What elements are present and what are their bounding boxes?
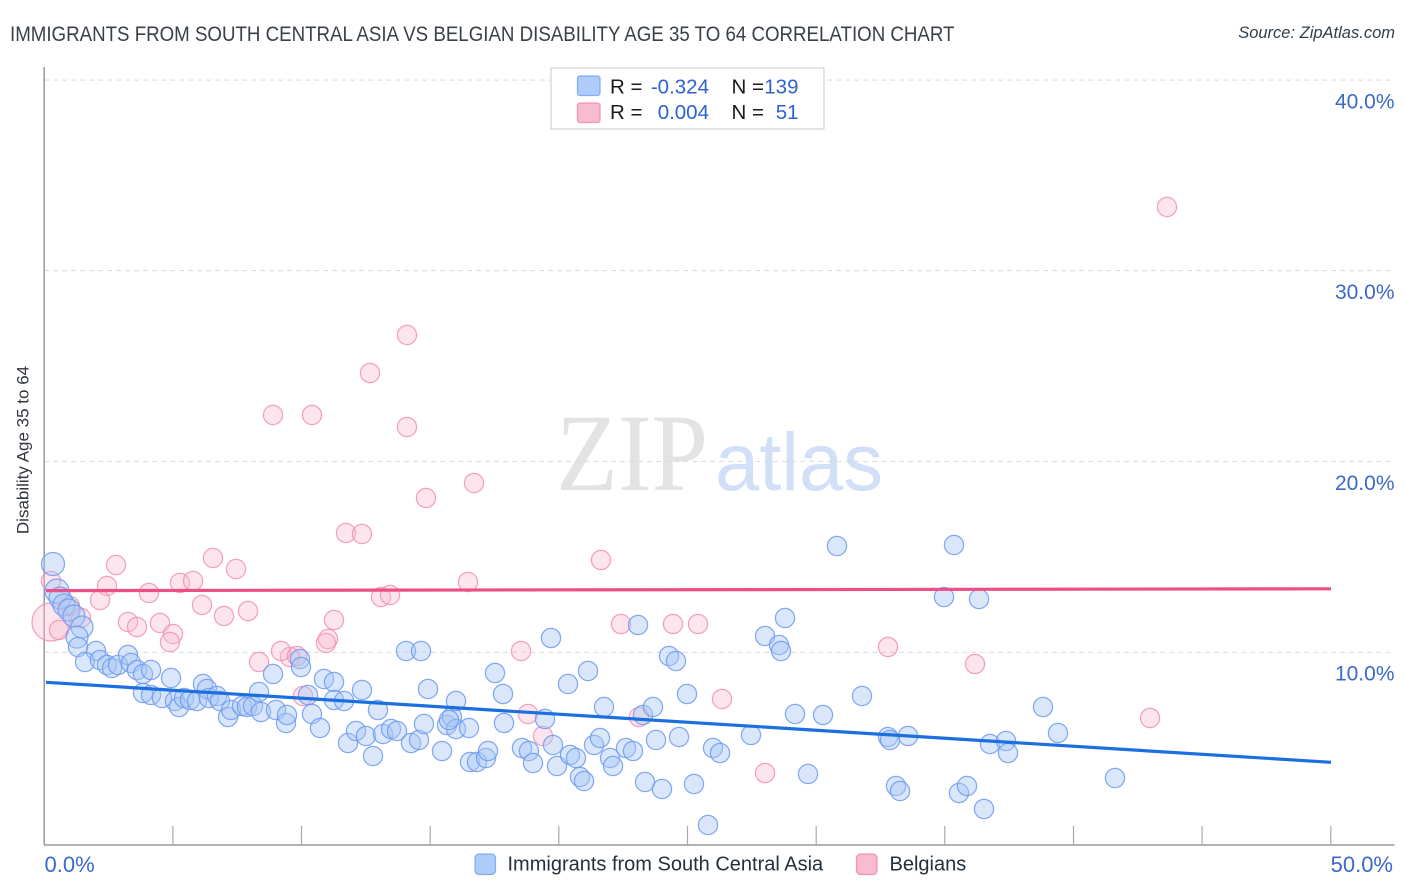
svg-text:0.0%: 0.0% — [45, 852, 95, 877]
svg-text:R =: R = — [610, 101, 642, 124]
svg-text:-0.324: -0.324 — [651, 75, 709, 98]
svg-text:51: 51 — [776, 101, 799, 124]
svg-text:50.0%: 50.0% — [1331, 852, 1393, 877]
svg-text:Disability Age 35 to 64: Disability Age 35 to 64 — [14, 366, 33, 534]
svg-text:N =: N = — [732, 101, 764, 124]
svg-text:N =: N = — [732, 75, 764, 98]
svg-text:atlas: atlas — [715, 417, 883, 508]
svg-text:0.004: 0.004 — [658, 101, 709, 124]
svg-text:40.0%: 40.0% — [1335, 91, 1395, 114]
svg-text:20.0%: 20.0% — [1335, 472, 1395, 495]
svg-text:ZIP: ZIP — [556, 392, 708, 514]
svg-text:R =: R = — [610, 75, 642, 98]
svg-text:10.0%: 10.0% — [1335, 663, 1395, 686]
svg-text:Immigrants from South Central: Immigrants from South Central Asia — [508, 854, 825, 876]
svg-text:Belgians: Belgians — [890, 854, 967, 876]
svg-text:139: 139 — [764, 75, 798, 98]
svg-text:30.0%: 30.0% — [1335, 281, 1395, 304]
